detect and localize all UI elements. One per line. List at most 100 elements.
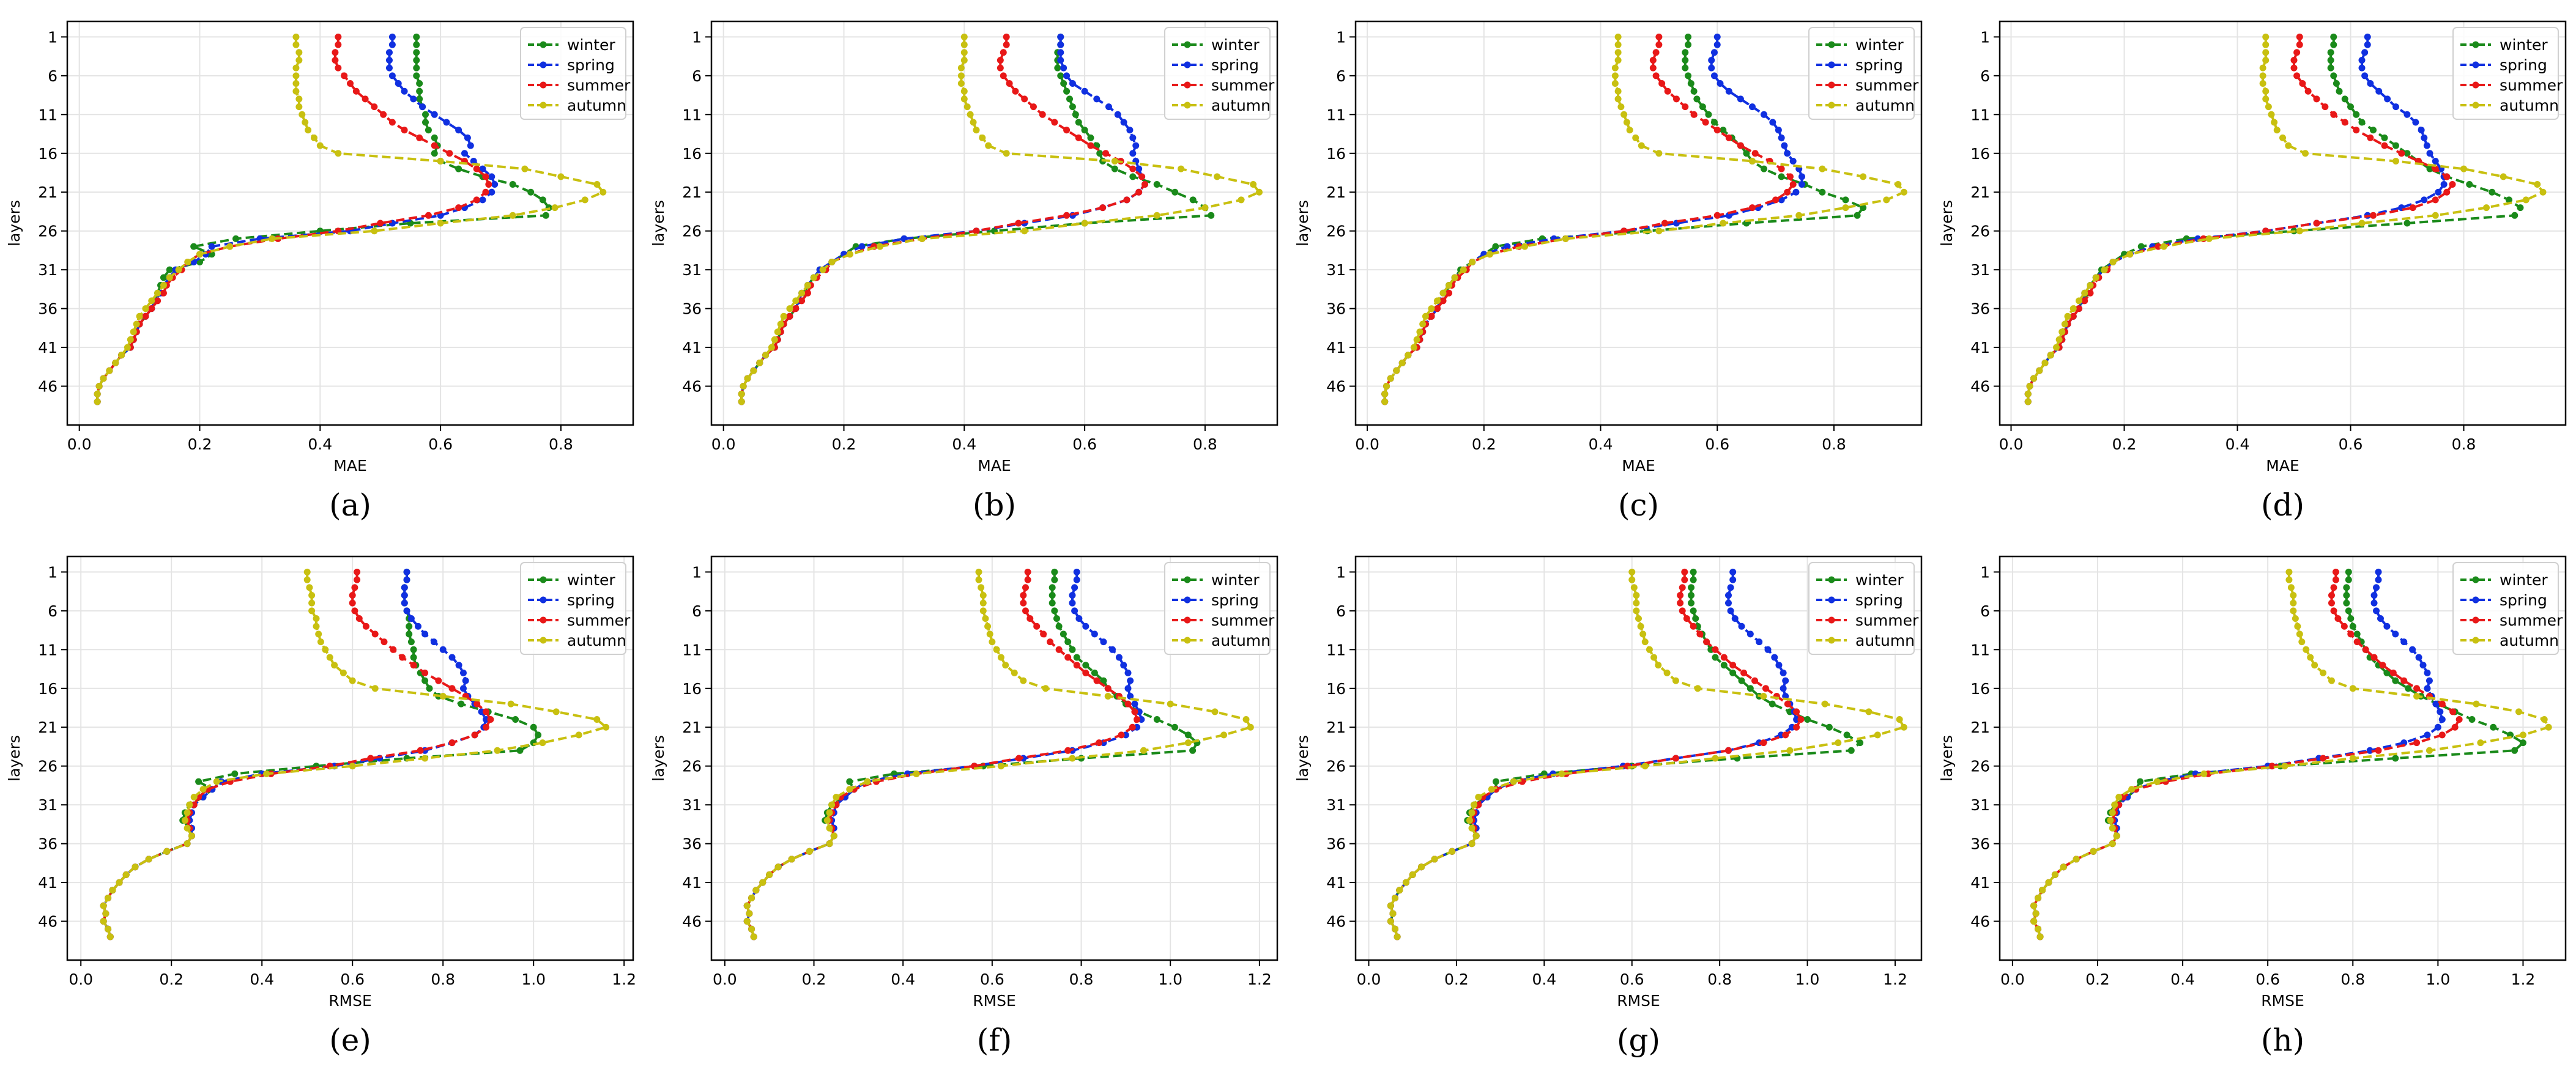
x-tick-label: 0.0: [711, 435, 736, 453]
y-tick-label: 6: [692, 602, 702, 620]
data-point-autumn: [1900, 188, 1907, 196]
data-point-autumn: [136, 312, 143, 320]
legend-box: [2452, 562, 2559, 655]
data-point-winter: [2347, 103, 2354, 111]
data-point-winter: [2353, 111, 2360, 118]
data-point-autumn: [979, 599, 987, 607]
x-tick-label: 0.6: [980, 970, 1004, 988]
data-point-spring: [1114, 111, 1121, 118]
data-point-spring: [1115, 654, 1123, 661]
data-point-summer: [2413, 685, 2421, 692]
y-tick-label: 16: [38, 145, 58, 163]
data-point-summer: [1793, 708, 1800, 715]
panel-caption: (f): [977, 1022, 1012, 1058]
data-point-winter: [2327, 64, 2334, 72]
data-point-autumn: [2298, 638, 2306, 646]
data-point-autumn: [184, 824, 191, 832]
legend-label-summer: summer: [567, 76, 631, 94]
data-point-autumn: [1821, 700, 1828, 708]
data-point-spring: [2370, 599, 2378, 607]
data-point-autumn: [313, 623, 320, 630]
data-point-summer: [2081, 297, 2088, 305]
data-point-autumn: [2271, 119, 2278, 126]
data-point-winter: [1688, 584, 1695, 591]
data-point-autumn: [826, 809, 833, 816]
data-point-spring: [1798, 173, 1806, 180]
y-tick-label: 36: [1970, 300, 1990, 318]
legend-marker-winter: [1184, 576, 1191, 583]
data-point-autumn: [788, 856, 795, 863]
data-point-autumn: [993, 646, 1000, 653]
data-point-spring: [1778, 134, 1785, 141]
data-point-autumn: [2081, 289, 2088, 297]
data-point-summer: [1681, 576, 1688, 583]
data-point-autumn: [2111, 801, 2118, 808]
data-point-autumn: [2064, 312, 2071, 320]
data-point-spring: [1120, 119, 1127, 126]
y-tick-label: 26: [1970, 758, 1990, 775]
data-point-winter: [1111, 165, 1118, 172]
data-point-autumn: [997, 763, 1004, 770]
data-point-summer: [1064, 654, 1072, 661]
data-point-autumn: [316, 142, 324, 149]
data-point-autumn: [1865, 708, 1873, 715]
data-point-autumn: [593, 716, 601, 723]
data-point-spring: [1071, 584, 1078, 591]
data-point-summer: [2449, 708, 2457, 715]
data-point-summer: [2347, 630, 2355, 638]
data-point-autumn: [1632, 134, 1639, 141]
data-point-summer: [2341, 119, 2348, 126]
data-point-autumn: [1760, 692, 1767, 700]
data-point-winter: [410, 646, 417, 653]
series-autumn: [2024, 33, 2547, 405]
chart-panel-f: 0.0 0.2 0.4 0.6 0.8 1.0 1.2161116212631364146R…: [650, 555, 1279, 1058]
data-point-autumn: [1486, 251, 1493, 258]
data-point-summer: [1724, 747, 1732, 754]
data-point-spring: [455, 127, 462, 134]
data-point-autumn: [810, 274, 817, 281]
data-point-autumn: [2026, 383, 2033, 390]
data-point-winter: [846, 778, 853, 785]
data-point-autumn: [295, 49, 303, 56]
x-tick-label: 0.6: [1705, 435, 1729, 453]
series-spring: [738, 33, 1149, 405]
data-point-summer: [352, 87, 360, 95]
x-tick-label: 0.2: [159, 970, 184, 988]
data-point-winter: [1682, 56, 1689, 64]
data-point-summer: [973, 227, 980, 235]
data-point-winter: [2519, 739, 2526, 747]
data-point-autumn: [1394, 933, 1401, 941]
data-point-spring: [470, 157, 477, 164]
y-tick-label: 1: [1980, 28, 1990, 46]
x-tick-label: 1.0: [521, 970, 546, 988]
data-point-winter: [2343, 584, 2350, 591]
data-point-autumn: [100, 902, 107, 909]
data-point-summer: [1655, 33, 1663, 40]
data-point-spring: [1132, 142, 1140, 149]
data-point-spring: [1746, 630, 1754, 638]
data-point-summer: [1690, 623, 1697, 630]
data-point-summer: [1055, 646, 1063, 653]
data-point-summer: [335, 41, 342, 48]
plot-frame: [710, 555, 1279, 961]
x-axis-label: RMSE: [973, 992, 1016, 1010]
data-point-spring: [462, 677, 469, 684]
data-point-spring: [401, 599, 408, 607]
data-point-autumn: [509, 212, 516, 219]
data-point-summer: [2332, 576, 2339, 583]
y-tick-label: 41: [38, 339, 58, 357]
data-point-winter: [458, 700, 465, 708]
data-point-autumn: [1611, 80, 1619, 87]
legend-marker-autumn: [540, 102, 547, 109]
series-autumn: [1381, 33, 1907, 405]
data-point-summer: [1793, 723, 1800, 731]
data-point-summer: [1762, 685, 1769, 692]
data-point-autumn: [1418, 863, 1425, 871]
data-point-autumn: [292, 41, 300, 48]
series-winter: [1381, 33, 1867, 405]
data-point-autumn: [828, 258, 836, 265]
legend-marker-summer: [1828, 616, 1835, 624]
data-point-winter: [1710, 119, 1718, 126]
y-tick-label: 26: [1970, 223, 1990, 240]
y-axis-label: layers: [650, 200, 667, 246]
